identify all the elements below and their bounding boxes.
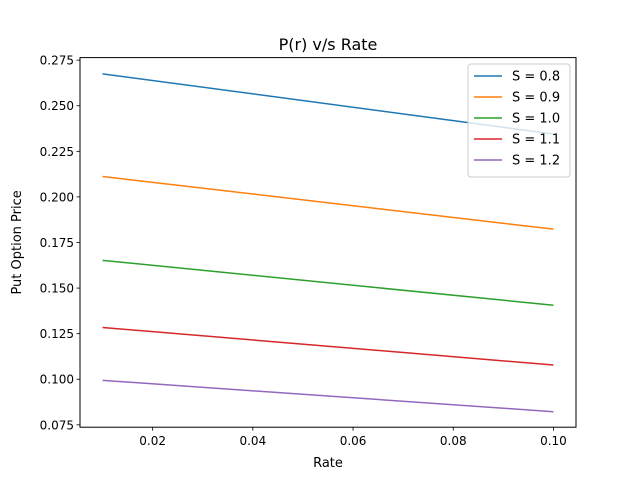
x-tick-label: 0.02 — [139, 434, 166, 448]
x-axis-ticks: 0.02 0.04 0.06 0.08 0.10 — [139, 427, 567, 448]
legend-label-4: S = 1.2 — [512, 154, 560, 169]
legend-label-1: S = 0.9 — [512, 91, 560, 106]
y-tick-label: 0.275 — [40, 54, 74, 68]
y-tick-label: 0.225 — [40, 145, 74, 159]
x-tick-label: 0.08 — [440, 434, 467, 448]
x-tick-label: 0.04 — [239, 434, 266, 448]
x-tick-label: 0.06 — [340, 434, 367, 448]
y-tick-label: 0.200 — [40, 190, 74, 204]
legend: S = 0.8 S = 0.9 S = 1.0 S = 1.1 S = 1.2 — [467, 63, 571, 178]
series-line-3 — [102, 326, 554, 366]
y-tick-label: 0.100 — [40, 373, 74, 387]
legend-label-3: S = 1.1 — [512, 133, 560, 148]
y-tick-label: 0.250 — [40, 99, 74, 113]
y-axis-ticks: 0.075 0.100 0.125 0.150 0.175 0.200 0.225 0.250… — [40, 54, 80, 432]
y-tick-label: 0.175 — [40, 236, 74, 250]
y-axis-label: Put Option Price — [10, 190, 25, 294]
x-tick-label: 0.10 — [540, 434, 567, 448]
y-tick-label: 0.075 — [40, 418, 74, 432]
y-tick-label: 0.150 — [40, 282, 74, 296]
series-line-4 — [102, 379, 554, 413]
plot-frame — [79, 57, 577, 428]
legend-box — [467, 63, 571, 178]
legend-label-2: S = 1.0 — [512, 112, 560, 127]
series-line-2 — [102, 259, 554, 306]
x-axis-label: Rate — [313, 456, 343, 471]
y-tick-label: 0.125 — [40, 327, 74, 341]
legend-label-0: S = 0.8 — [512, 70, 560, 85]
series-line-1 — [102, 175, 554, 230]
chart-title: P(r) v/s Rate — [279, 35, 378, 54]
